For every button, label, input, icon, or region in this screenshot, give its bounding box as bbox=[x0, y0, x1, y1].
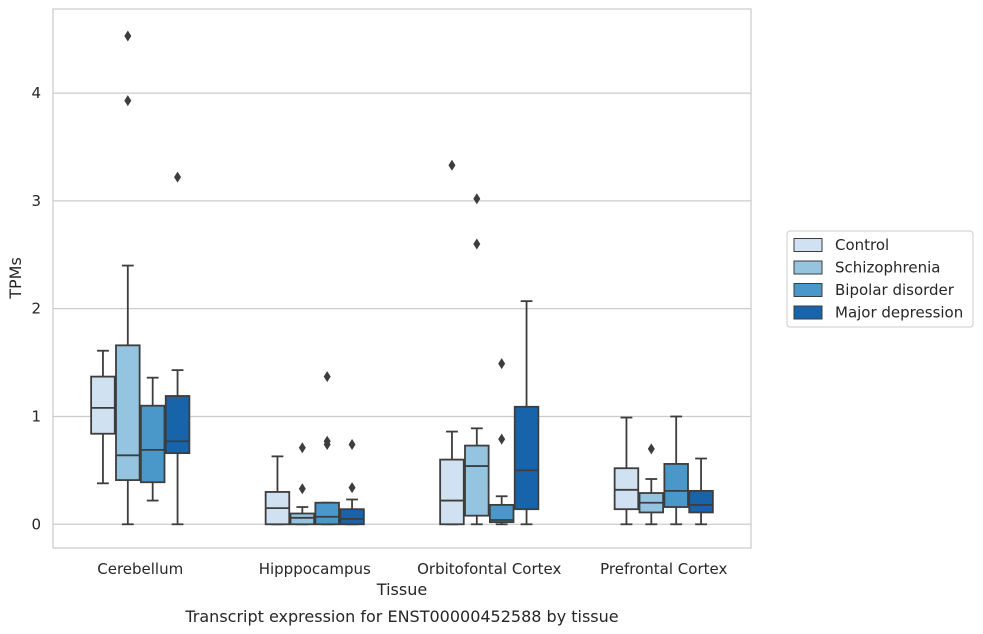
x-tick-label: Hipppocampus bbox=[259, 560, 371, 578]
legend: Control Schizophrenia Bipolar disorder Majo… bbox=[786, 230, 974, 328]
outlier-point bbox=[174, 171, 182, 183]
legend-swatch bbox=[793, 238, 823, 252]
outlier-point bbox=[348, 439, 356, 451]
x-tick-label: Orbitofontal Cortex bbox=[417, 560, 561, 578]
outlier-point bbox=[323, 435, 331, 447]
legend-label: Major depression bbox=[835, 304, 963, 322]
y-tick-labels: 0 1 2 3 4 bbox=[31, 84, 41, 533]
box-group bbox=[314, 371, 340, 526]
series-control bbox=[90, 159, 640, 526]
x-axis-title: Tissue bbox=[376, 580, 427, 599]
outlier-point bbox=[124, 95, 132, 107]
box bbox=[139, 404, 166, 484]
legend-entries: Control Schizophrenia Bipolar disorder Majo… bbox=[793, 236, 963, 322]
box-group bbox=[663, 415, 689, 526]
box bbox=[314, 501, 340, 526]
box bbox=[90, 375, 116, 435]
y-tick-label: 1 bbox=[31, 407, 41, 425]
outlier-point bbox=[124, 30, 132, 42]
legend-label: Schizophrenia bbox=[835, 259, 940, 277]
outlier-point bbox=[298, 483, 306, 495]
box-group bbox=[439, 159, 465, 526]
chart-caption: Transcript expression for ENST0000045258… bbox=[184, 607, 618, 626]
outlier-point bbox=[448, 159, 456, 171]
outlier-point bbox=[473, 238, 481, 250]
series-major-depression bbox=[164, 171, 714, 526]
box bbox=[688, 489, 714, 514]
legend-swatch bbox=[793, 283, 823, 297]
box bbox=[115, 344, 141, 481]
box-group bbox=[115, 30, 141, 526]
box-group bbox=[264, 455, 291, 526]
x-tick-labels: Cerebellum Hipppocampus Orbitofontal Corte… bbox=[97, 560, 727, 578]
legend-label: Control bbox=[835, 236, 889, 254]
box bbox=[663, 463, 689, 508]
y-tick-label: 2 bbox=[31, 300, 41, 318]
outlier-point bbox=[298, 442, 306, 454]
legend-swatch bbox=[793, 305, 823, 320]
series-schizophrenia bbox=[115, 30, 665, 526]
legend-frame bbox=[786, 230, 974, 328]
x-tick-label: Cerebellum bbox=[97, 560, 183, 578]
box bbox=[613, 467, 640, 511]
outlier-point bbox=[498, 358, 506, 370]
box bbox=[464, 444, 490, 517]
x-tick-label: Prefrontal Cortex bbox=[600, 560, 727, 578]
box-group bbox=[688, 457, 714, 526]
y-tick-label: 4 bbox=[31, 84, 41, 102]
outlier-point bbox=[323, 371, 331, 383]
box-group bbox=[488, 358, 515, 526]
outlier-point bbox=[348, 482, 356, 494]
box-group bbox=[164, 171, 191, 526]
legend-swatch bbox=[793, 260, 823, 275]
y-tick-label: 3 bbox=[31, 192, 41, 210]
box bbox=[513, 405, 540, 511]
box-group bbox=[90, 349, 116, 485]
box-group bbox=[464, 193, 490, 526]
box bbox=[164, 395, 191, 455]
box-group bbox=[139, 376, 166, 502]
y-tick-label: 0 bbox=[31, 515, 41, 533]
series-bipolar-disorder bbox=[139, 358, 689, 526]
box bbox=[439, 458, 465, 526]
outlier-point bbox=[473, 193, 481, 205]
box-series bbox=[90, 30, 714, 526]
box bbox=[339, 508, 365, 526]
box-group bbox=[339, 439, 365, 526]
legend-label: Bipolar disorder bbox=[835, 281, 955, 299]
box-group bbox=[638, 443, 665, 526]
outlier-point bbox=[498, 433, 506, 445]
box-group bbox=[613, 416, 640, 526]
y-axis-title: TPMs bbox=[6, 257, 25, 300]
box-group bbox=[289, 442, 316, 526]
box bbox=[488, 503, 515, 524]
box-group bbox=[513, 300, 540, 526]
box bbox=[289, 512, 316, 526]
outlier-point bbox=[647, 443, 655, 455]
plot-frame bbox=[52, 8, 752, 549]
